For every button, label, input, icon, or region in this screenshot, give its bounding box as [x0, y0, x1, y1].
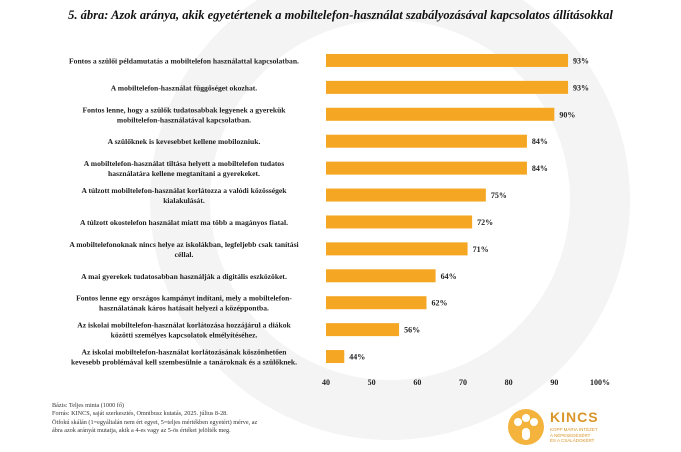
footnote-base: Bázis: Teljes minta (1000 fő)	[52, 402, 124, 409]
bar-11	[326, 323, 400, 337]
logo-emblem-icon	[508, 409, 544, 445]
category-label-3: Fontos lenne, hogy a szülők tudatosabbak…	[82, 105, 286, 124]
logo-subtitle: KOPP MÁRIA INTÉZET A NÉPESEDÉSÉRT ÉS A C…	[550, 427, 598, 443]
x-tick-label-50: 50	[368, 378, 376, 387]
footnotes: Bázis: Teljes minta (1000 fő) Forrás: KI…	[52, 402, 352, 436]
category-label-5: A mobiltelefon-használat tiltása helyett…	[84, 159, 284, 178]
category-label-4: A szülőknek is kevesebbet kellene mobilo…	[108, 137, 261, 146]
logo-name: KINCS	[550, 409, 599, 425]
category-label-10: Fontos lenne egy országos kampányt indít…	[76, 294, 292, 313]
category-label-12: Az iskolai mobiltelefon-használat korlát…	[71, 348, 297, 367]
bar-3	[326, 107, 555, 121]
bar-4	[326, 134, 527, 148]
category-label-11: Az iskolai mobiltelefon-használat korlát…	[77, 321, 291, 340]
x-tick-label-90: 90	[550, 378, 558, 387]
bar-value-label-11: 56%	[404, 326, 420, 335]
bar-value-label-9: 64%	[441, 272, 457, 281]
category-label-9: A mai gyerekek tudatosabban használják a…	[81, 272, 287, 281]
chart-title: 5. ábra: Azok aránya, akik egyetértenek …	[68, 8, 613, 22]
category-label-6: A túlzott mobiltelefon-használat korláto…	[81, 186, 287, 205]
bar-value-label-12: 44%	[349, 353, 365, 362]
bar-5	[326, 161, 527, 175]
bar-2	[326, 80, 569, 94]
bar-9	[326, 269, 436, 283]
x-tick-label-60: 60	[413, 378, 421, 387]
bar-value-label-2: 93%	[573, 83, 589, 92]
category-label-2: A mobiltelefon-használat függőséget okoz…	[111, 83, 257, 92]
bar-7	[326, 215, 473, 229]
bar-10	[326, 296, 427, 310]
x-tick-label-80: 80	[505, 378, 513, 387]
bar-8	[326, 242, 468, 256]
category-label-1: Fontos a szülői példamutatás a mobiltele…	[69, 56, 299, 65]
category-label-8: A mobiltelefonoknak nincs helye az iskol…	[69, 240, 298, 259]
footnote-source: Forrás: KINCS, saját szerkesztés, Omnibu…	[52, 410, 228, 418]
bar-value-label-4: 84%	[532, 137, 548, 146]
bar-value-label-7: 72%	[477, 218, 493, 227]
bar-value-label-8: 71%	[473, 245, 489, 254]
bar-value-label-10: 62%	[431, 299, 447, 308]
kincs-logo: KINCS KOPP MÁRIA INTÉZET A NÉPESEDÉSÉRT …	[508, 405, 628, 449]
bar-value-label-6: 75%	[491, 191, 507, 200]
x-tick-label-70: 70	[459, 378, 467, 387]
footnote-scale-2: ábra azok arányát mutatja, akik a 4-es v…	[52, 427, 231, 435]
bar-1	[326, 53, 569, 67]
footnote-scale-1: Ötfokú skálán (1=egyáltalán nem ért egye…	[52, 418, 258, 426]
x-tick-label-100: 100%	[590, 378, 610, 387]
bar-12	[326, 350, 345, 364]
bar-6	[326, 188, 486, 202]
bar-value-label-3: 90%	[559, 110, 575, 119]
bar-value-label-1: 93%	[573, 56, 589, 65]
x-tick-label-40: 40	[322, 378, 330, 387]
category-label-7: A túlzott okostelefon használat miatt ma…	[80, 218, 288, 227]
bar-value-label-5: 84%	[532, 164, 548, 173]
